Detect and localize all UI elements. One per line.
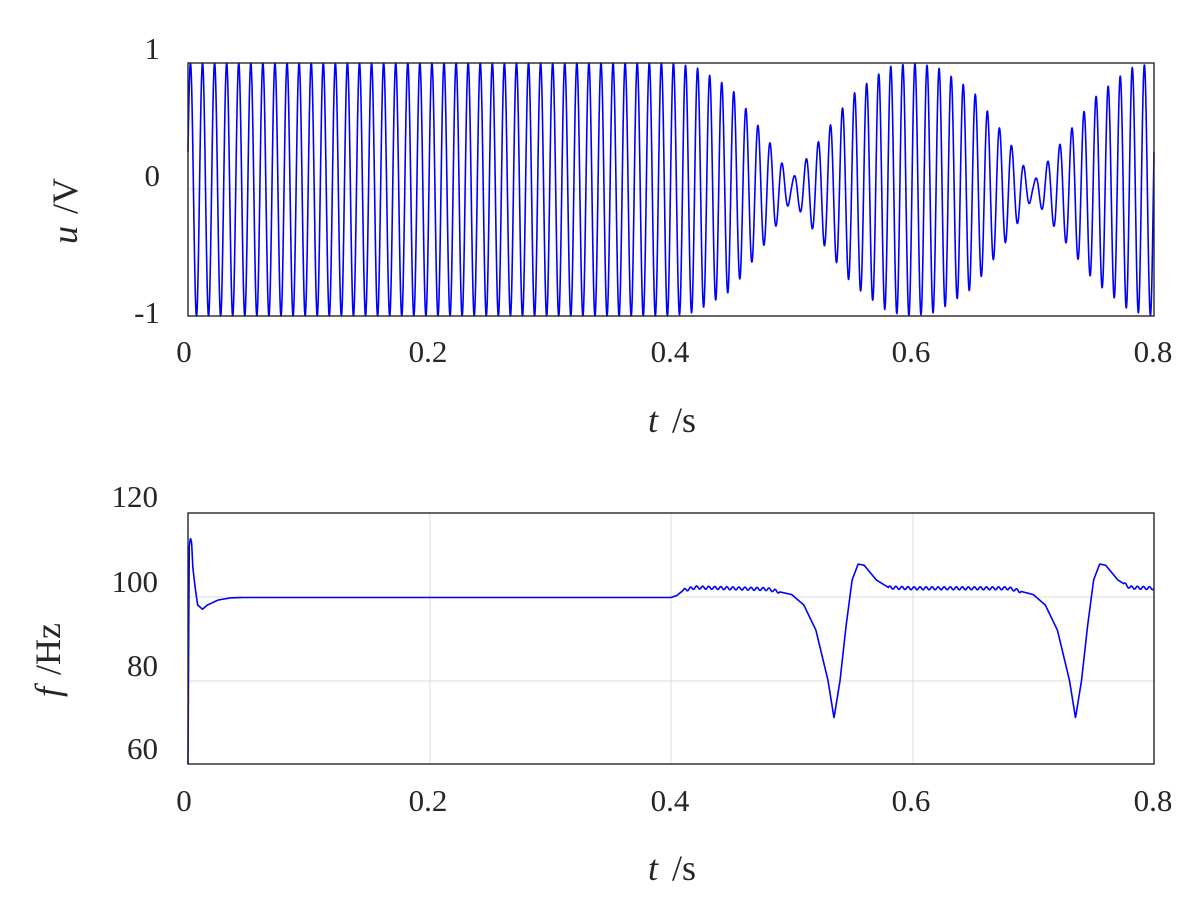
frequency-trace xyxy=(187,537,1155,765)
x-tick-labels: 0 0.2 0.4 0.6 0.8 xyxy=(176,334,1172,369)
voltage-trace xyxy=(187,62,1155,317)
x-axis-label: t/s xyxy=(648,848,696,888)
x-tick-label: 0.2 xyxy=(409,783,448,818)
x-axis-label: t/s xyxy=(648,400,696,440)
y-tick-label: 60 xyxy=(127,731,158,766)
x-tick-label: 0 xyxy=(176,334,192,369)
y-tick-label: -1 xyxy=(134,295,160,330)
y-tick-labels: -1 0 1 xyxy=(134,31,160,330)
x-tick-label: 0.8 xyxy=(1134,783,1173,818)
y-axis-label: u/V xyxy=(45,178,85,244)
grid-lines xyxy=(188,513,1154,764)
x-tick-label: 0.6 xyxy=(892,334,931,369)
voltage-chart: -1 0 1 0 0.2 0.4 0.6 0.8 u/V t/s xyxy=(45,31,1172,440)
y-tick-label: 1 xyxy=(145,31,161,66)
x-tick-label: 0.6 xyxy=(892,783,931,818)
plot-frame xyxy=(187,62,1155,317)
y-axis-label: f/Hz xyxy=(28,623,68,697)
y-tick-label: 120 xyxy=(112,479,159,514)
plot-frame xyxy=(187,512,1155,765)
y-tick-label: 0 xyxy=(145,158,161,193)
y-tick-label: 80 xyxy=(127,648,158,683)
x-tick-label: 0.4 xyxy=(651,334,690,369)
y-tick-label: 100 xyxy=(112,564,159,599)
x-tick-label: 0 xyxy=(176,783,192,818)
x-tick-label: 0.2 xyxy=(409,334,448,369)
x-tick-label: 0.8 xyxy=(1134,334,1173,369)
x-tick-label: 0.4 xyxy=(651,783,690,818)
y-tick-labels: 60 80 100 120 xyxy=(112,479,159,766)
frequency-chart: 60 80 100 120 0 0.2 0.4 0.6 0.8 f/Hz t/s xyxy=(28,479,1172,888)
x-tick-labels: 0 0.2 0.4 0.6 0.8 xyxy=(176,783,1172,818)
